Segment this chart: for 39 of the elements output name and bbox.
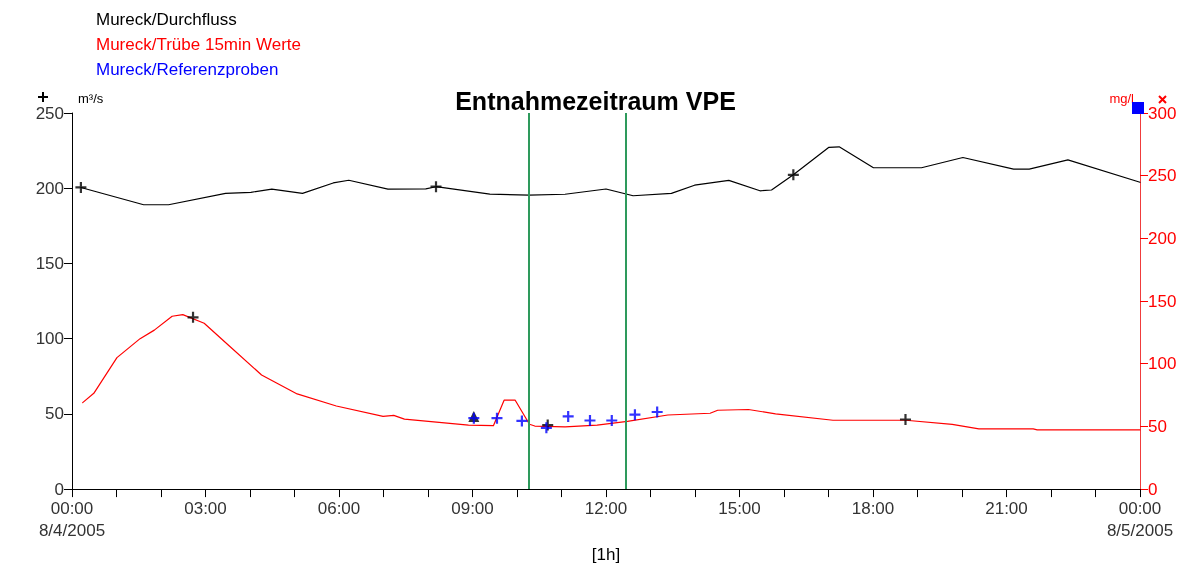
y2-tick-label: 300 xyxy=(1148,103,1177,123)
x-axis-title: [1h] xyxy=(591,545,621,564)
y-tick-label: 0 xyxy=(54,479,64,499)
x-tick-label: 03:00 xyxy=(184,498,227,518)
x-tick-label: 06:00 xyxy=(317,498,361,518)
y-tick-label: 200 xyxy=(35,178,64,198)
text: Mureck/Durchfluss xyxy=(96,10,237,29)
y2-tick-label: 100 xyxy=(1148,354,1177,374)
y2-tick-label: 0 xyxy=(1148,479,1158,499)
y2-tick-label: 200 xyxy=(1148,228,1177,248)
point xyxy=(491,412,503,424)
y2-tick-label: 250 xyxy=(1148,166,1177,186)
point xyxy=(187,311,199,323)
line-series xyxy=(82,313,1141,431)
point xyxy=(606,415,618,427)
point xyxy=(516,415,528,427)
y-axis-title: m³/s xyxy=(78,91,104,106)
text: Mureck/Referenzproben xyxy=(96,60,279,79)
point xyxy=(899,414,911,426)
y-tick-label: 50 xyxy=(45,404,64,424)
y-tick-label: 250 xyxy=(35,103,64,123)
x-tick-label: 15:00 xyxy=(718,498,761,518)
y2-tick-label: 150 xyxy=(1148,291,1177,311)
x-tick-label: 00:00 8/5/2005 xyxy=(1106,498,1174,540)
annotation: Entnahmezeitraum VPE xyxy=(455,86,736,115)
point xyxy=(562,410,574,422)
y2-tick-label: 50 xyxy=(1148,416,1167,436)
x-tick-label: 00:00 8/4/2005 xyxy=(38,498,106,540)
text: Mureck/Trübe 15min Werte xyxy=(96,35,302,54)
x-tick-label: 18:00 xyxy=(851,498,895,518)
y-tick-label: 100 xyxy=(35,329,64,349)
y2-axis-title: mg/l xyxy=(1109,91,1135,106)
point xyxy=(629,409,641,421)
x-tick-label: 09:00 xyxy=(451,498,494,518)
x-tick-label: 21:00 xyxy=(985,498,1028,518)
point xyxy=(651,406,663,418)
y-tick-label: 150 xyxy=(35,253,64,273)
point xyxy=(584,415,596,427)
x-tick-label: 12:00 xyxy=(584,498,628,518)
